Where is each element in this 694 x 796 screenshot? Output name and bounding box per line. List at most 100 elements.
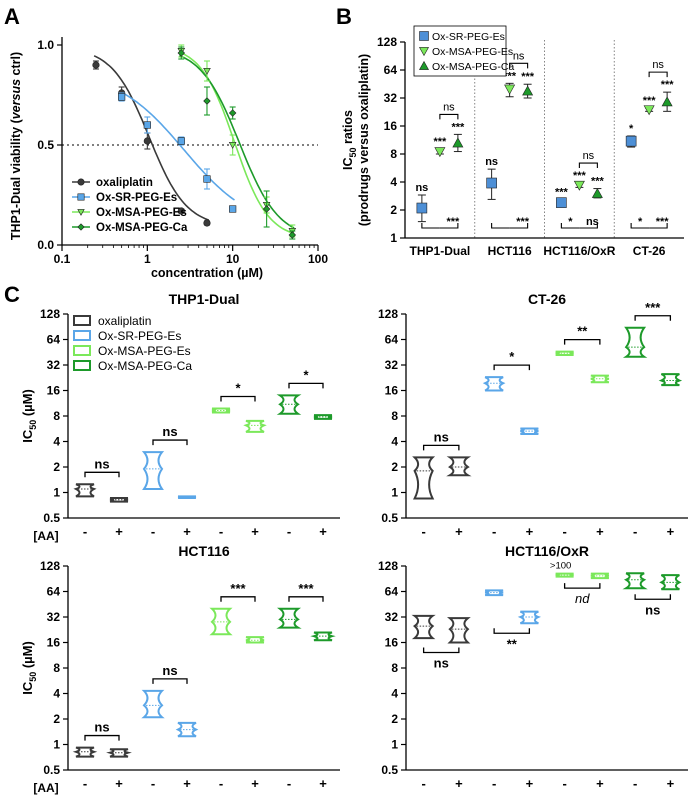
- violin-panel-hct116: HCT116 0.5 1 2 4 8 16 32 64 128 IC50 (µM) [AA] - + - + -…: [20, 543, 340, 795]
- violin-panel-aa-sign: -: [633, 776, 637, 791]
- panel-b-point: [522, 85, 534, 96]
- violin-significance-label: *: [235, 381, 241, 396]
- panel-b-bracket-top: [509, 62, 529, 69]
- panel-b-significance: ***: [643, 95, 657, 107]
- panel-b-point: [625, 135, 637, 147]
- panel-b-bracket-bottom-left-label: *: [568, 216, 573, 228]
- violin-shape: [141, 451, 165, 490]
- panel-a-point: [118, 93, 126, 101]
- panel-a-point: [228, 109, 237, 117]
- violin-panel-aa-sign: +: [455, 524, 463, 539]
- violin-panel-title: THP1-Dual: [169, 291, 240, 307]
- violin-panel-y-tick-label: 1: [53, 738, 60, 752]
- violin-panel-y-tick-label: 32: [47, 610, 61, 624]
- violin-significance-label: ns: [434, 656, 449, 671]
- panel-a-point: [229, 205, 237, 213]
- panel-b-bracket-bottom-left-label: *: [638, 216, 643, 228]
- violin-panel-y-tick-label: 1: [53, 486, 60, 500]
- violin-significance-label: ***: [645, 300, 661, 315]
- violin-shape: [658, 373, 683, 387]
- violin-panel-y-tick-label: 1: [391, 486, 398, 500]
- panel-c-legend-label: Ox-MSA-PEG-Ca: [98, 359, 192, 373]
- panel-a-legend-label: Ox-MSA-PEG-Es: [96, 207, 187, 219]
- violin-panel-y-tick-label: 64: [47, 333, 61, 347]
- panel-a-point: [177, 49, 186, 57]
- panel-b-marks: ns *** *** ns *** ns *** *** ns *** *** *** *** ns * ns…: [415, 50, 674, 229]
- violin-panel-aa-sign: +: [596, 776, 604, 791]
- violin-shape: [411, 614, 436, 640]
- violin-significance-bracket: [422, 444, 460, 451]
- panel-b-category-label: THP1-Dual: [410, 244, 471, 258]
- panel-c-legend: oxaliplatinOx-SR-PEG-EsOx-MSA-PEG-EsOx-M…: [73, 314, 192, 373]
- panel-b-category-label: HCT116: [488, 244, 532, 258]
- violin-significance-label: ns: [434, 429, 449, 444]
- panel-b-point: [452, 137, 464, 148]
- violin-significance-label: *: [303, 367, 309, 382]
- panel-b-category-label: HCT116/OxR: [543, 244, 615, 258]
- panel-b-bracket-bottom-left: [560, 223, 580, 229]
- violin-panel-y-axis-label: IC50 (µM): [20, 641, 38, 695]
- panel-a-legend-marker: [77, 223, 85, 231]
- panel-b-point: [416, 202, 428, 214]
- violin-significance-bracket: [493, 364, 531, 371]
- panel-a-x-tick-label: 0.1: [54, 252, 71, 266]
- violin-panel-aa-sign: -: [287, 524, 291, 539]
- violin-significance-bracket: [634, 315, 672, 321]
- violin-panel-y-tick-label: 8: [53, 409, 60, 423]
- panel-b-legend-label: Ox-MSA-PEG-Ca: [432, 61, 514, 73]
- panel-a-curve-ox-msa-peg-es: [179, 51, 295, 235]
- violin-panel-hct116-oxr: HCT116/OxR 0.5 1 2 4 8 16 32 64 128 - + - + - + - + ns ** nd…: [378, 543, 688, 791]
- panel-b-point: [434, 147, 446, 158]
- violin-panel-y-tick-label: 128: [40, 307, 60, 321]
- panel-a-y-tick-label: 0.0: [37, 238, 54, 252]
- violin-shape: [141, 689, 165, 719]
- panel-a-y-tick-label: 0.5: [37, 138, 54, 152]
- panel-b-legend-marker: [419, 31, 429, 41]
- violin-panel-y-tick-label: 64: [47, 585, 61, 599]
- panel-a-point: [203, 97, 211, 105]
- violin-panel-aa-sign: +: [667, 776, 675, 791]
- violin-panel-aa-sign: +: [526, 524, 534, 539]
- violin-panel-y-tick-label: 32: [385, 610, 399, 624]
- panel-b-significance: ***: [503, 70, 517, 82]
- panel-a-point: [203, 219, 211, 227]
- violin-panel-y-tick-label: 128: [378, 307, 398, 321]
- violin-panel-y-tick-label: 64: [385, 585, 399, 599]
- violin-significance-bracket: [84, 471, 120, 478]
- violin-shape: [446, 617, 471, 644]
- panel-b-legend-label: Ox-MSA-PEG-Es: [432, 46, 513, 58]
- panel-c-legend-swatch: [73, 345, 91, 356]
- panel-b-significance: ***: [555, 186, 569, 198]
- violin-panel-y-tick-label: 0.5: [43, 511, 60, 525]
- panel-a-point: [143, 121, 151, 129]
- violin-panel-y-tick-label: 16: [385, 636, 399, 650]
- panel-a-x-axis-label: concentration (µM): [151, 266, 263, 280]
- panel-a-y-axis-label: THP1-Dual viability (versus ctrl): [9, 52, 23, 240]
- violin-significance-label: ns: [94, 720, 109, 735]
- violin-panel-aa-sign: +: [115, 524, 123, 539]
- violin-panel-title: CT-26: [528, 291, 566, 307]
- panel-a-point: [262, 205, 271, 213]
- panel-b-bracket-top-label: ns: [583, 150, 595, 162]
- violin-significance-label: ns: [645, 602, 660, 617]
- violin-significance-bracket: [634, 594, 672, 600]
- violin-panel-aa-sign: -: [421, 776, 425, 791]
- violin-panel-aa-sign: +: [251, 776, 259, 791]
- violin-panel-y-tick-label: 0.5: [381, 511, 398, 525]
- panel-b: B IC50 ratios (prodrugs versus oxaliplat…: [336, 4, 684, 258]
- violin-significance-label: ns: [162, 663, 177, 678]
- violin-shape: [446, 456, 472, 477]
- panel-b-bracket-top-label: ns: [443, 101, 455, 113]
- panel-a-curve-ox-msa-peg-ca: [179, 54, 295, 229]
- panel-c-legend-label: oxaliplatin: [98, 314, 151, 328]
- panel-a-fit-curves: [93, 51, 295, 235]
- violin-significance-bracket: [220, 395, 256, 402]
- panel-b-bracket-bottom-right-label: ns: [586, 216, 599, 228]
- violin-shape: [622, 326, 648, 358]
- violin-panel-y-tick-label: 0.5: [43, 763, 60, 777]
- violin-panel-aa-sign: +: [596, 524, 604, 539]
- panel-a-legend: oxaliplatin Ox-SR-PEG-Es Ox-MSA-PEG-Es Ox-M…: [72, 177, 188, 234]
- panel-b-y-tick-label: 128: [377, 35, 397, 49]
- violin-significance-bracket: [220, 596, 256, 602]
- panel-b-y-tick-label: 16: [384, 119, 398, 133]
